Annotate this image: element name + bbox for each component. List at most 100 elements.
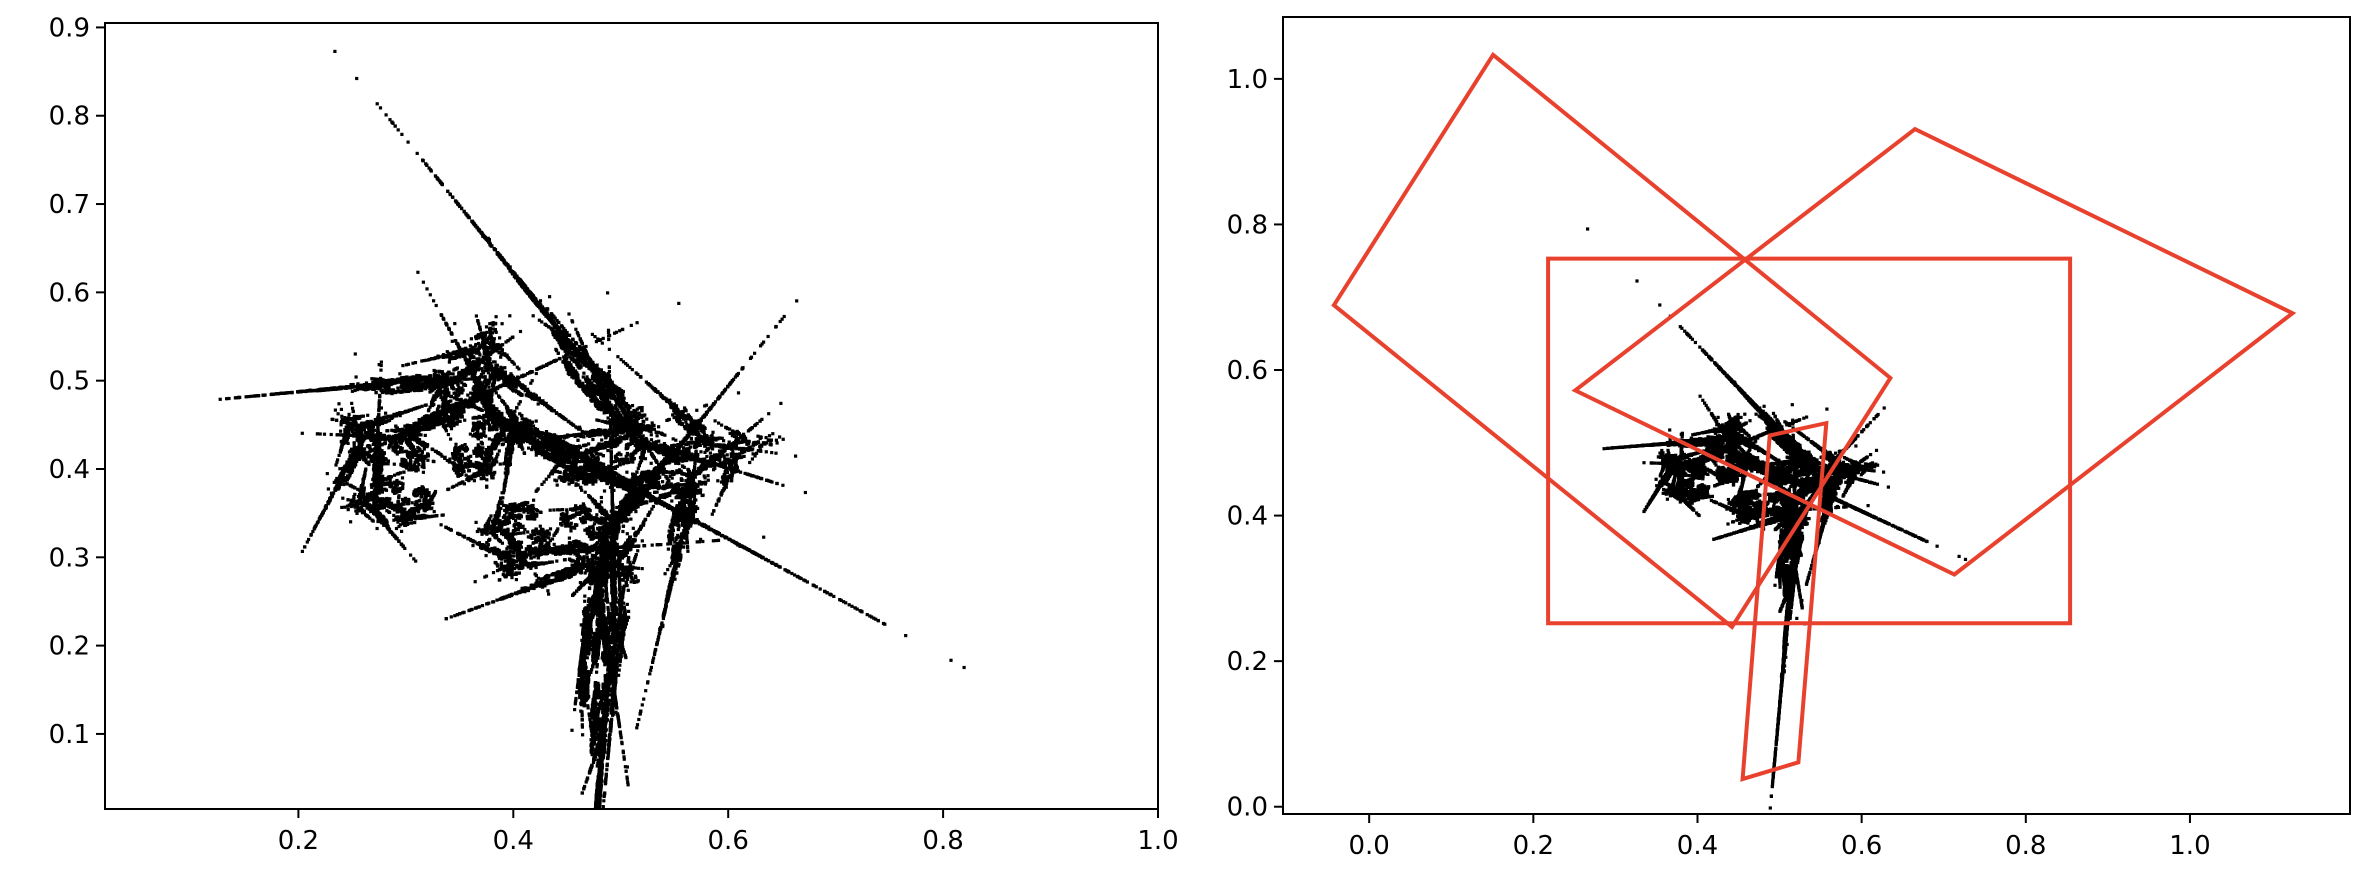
tree-point bbox=[591, 527, 595, 531]
tree-point bbox=[427, 166, 431, 170]
tree-point bbox=[618, 659, 622, 663]
tree-point bbox=[388, 479, 392, 483]
tree-point bbox=[362, 427, 366, 431]
tree-point bbox=[482, 476, 486, 481]
tree-point bbox=[508, 553, 512, 558]
tree-point bbox=[581, 733, 585, 737]
tree-point bbox=[643, 484, 647, 488]
tree-point bbox=[431, 514, 435, 518]
tree-point bbox=[247, 395, 251, 399]
tree-point bbox=[578, 517, 583, 521]
tree-point bbox=[649, 433, 653, 437]
tree-point bbox=[225, 397, 229, 401]
tree-point bbox=[711, 447, 715, 451]
tree-point bbox=[573, 700, 578, 704]
tree-point bbox=[586, 434, 590, 438]
tree-point bbox=[307, 537, 311, 542]
tree-point bbox=[497, 556, 501, 560]
tree-point bbox=[513, 502, 517, 506]
tree-point bbox=[565, 508, 569, 512]
tree-point bbox=[537, 318, 541, 322]
tree-point bbox=[672, 402, 676, 406]
tree-point bbox=[518, 400, 522, 404]
tree-point bbox=[420, 359, 424, 363]
tree-point bbox=[620, 485, 624, 489]
tree-point bbox=[621, 529, 625, 534]
tree-point bbox=[653, 651, 657, 655]
tree-point bbox=[416, 465, 420, 469]
tree-point bbox=[451, 372, 455, 376]
tree-point bbox=[540, 439, 545, 443]
tree-point bbox=[318, 432, 322, 436]
tree-point bbox=[365, 506, 369, 510]
tree-point bbox=[403, 546, 407, 550]
tree-point bbox=[517, 402, 521, 406]
tree-point bbox=[448, 192, 452, 196]
tree-point bbox=[615, 464, 619, 468]
tree-point bbox=[545, 529, 549, 533]
tree-point bbox=[426, 458, 430, 462]
tree-point bbox=[477, 527, 481, 531]
tree-point bbox=[500, 557, 504, 561]
tree-point bbox=[377, 491, 381, 495]
tree-point bbox=[606, 600, 610, 604]
tree-point bbox=[451, 467, 456, 471]
tree-point bbox=[572, 540, 576, 544]
tree-point bbox=[542, 480, 546, 484]
tree-point bbox=[356, 495, 361, 499]
tree-point bbox=[606, 605, 610, 610]
tree-point bbox=[591, 437, 595, 442]
tree-point bbox=[674, 461, 678, 465]
tree-point bbox=[463, 443, 467, 447]
tree-point bbox=[731, 449, 735, 454]
tree-point bbox=[814, 585, 818, 589]
tree-point bbox=[577, 540, 581, 544]
tree-point bbox=[482, 430, 486, 434]
tree-point bbox=[677, 422, 681, 426]
tree-point bbox=[619, 733, 623, 737]
tree-point bbox=[598, 704, 602, 708]
tree-point bbox=[718, 461, 722, 465]
tree-point bbox=[490, 331, 494, 335]
tree-point bbox=[618, 584, 622, 588]
tree-point bbox=[305, 540, 309, 544]
tree-point bbox=[440, 370, 444, 374]
tree-scatter bbox=[218, 49, 966, 809]
tree-point bbox=[579, 434, 583, 438]
tree-point bbox=[495, 455, 499, 459]
tree-point bbox=[487, 437, 491, 441]
tree-point bbox=[386, 459, 390, 463]
tree-point bbox=[699, 488, 703, 492]
tree-point bbox=[449, 427, 454, 431]
tree-point bbox=[336, 412, 340, 416]
tree-point bbox=[868, 614, 872, 618]
tree-point bbox=[475, 529, 479, 534]
tree-point bbox=[596, 457, 600, 461]
tree-point bbox=[555, 479, 559, 483]
tree-point bbox=[409, 521, 413, 525]
tree-point bbox=[572, 541, 577, 546]
tree-point bbox=[632, 559, 636, 563]
tree-point bbox=[567, 536, 571, 540]
tree-point bbox=[592, 522, 597, 526]
tree-point bbox=[599, 368, 603, 372]
tree-point bbox=[678, 515, 683, 519]
tree-point bbox=[667, 529, 671, 533]
tree-point bbox=[491, 327, 495, 331]
tree-point bbox=[640, 415, 644, 419]
tree-point bbox=[578, 460, 582, 464]
tree-point bbox=[708, 451, 712, 455]
tree-point bbox=[656, 480, 661, 485]
tree-point bbox=[465, 477, 469, 482]
tree-point bbox=[505, 547, 509, 551]
tree-point bbox=[400, 457, 404, 461]
tree-point bbox=[586, 704, 590, 708]
tree-point bbox=[398, 414, 402, 418]
tree-point bbox=[409, 553, 413, 557]
tree-point bbox=[594, 391, 598, 395]
tree-point bbox=[439, 523, 443, 527]
tree-point bbox=[605, 768, 609, 772]
tree-point bbox=[499, 365, 503, 369]
tree-point bbox=[500, 411, 504, 415]
